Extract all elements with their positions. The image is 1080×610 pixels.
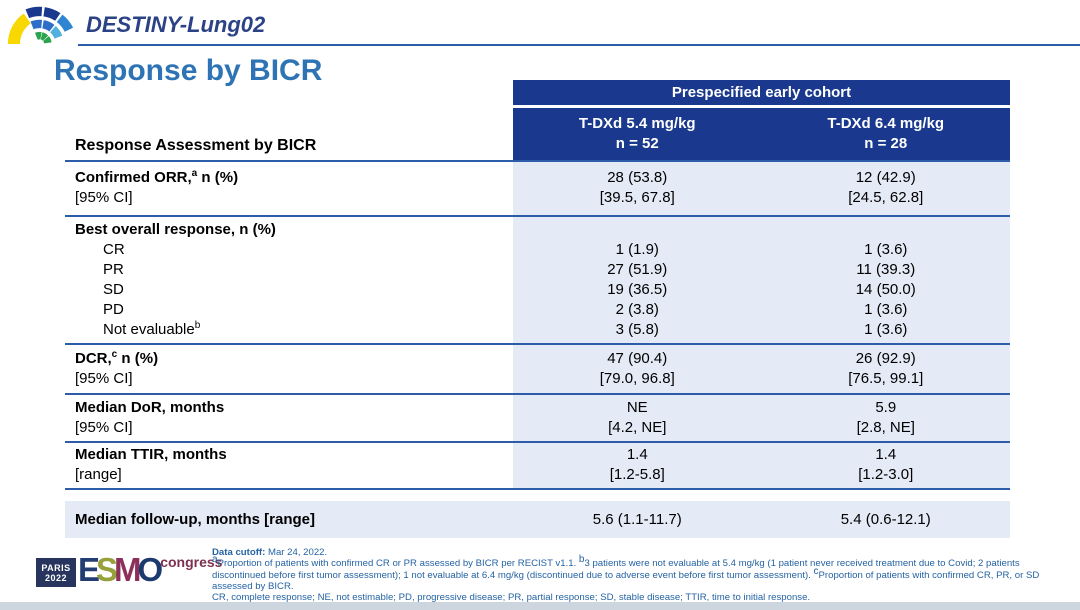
cell-ttir-64: 1.4 [1.2-3.0] <box>761 443 1010 488</box>
footnote-paragraph: aProportion of patients with confirmed C… <box>212 554 1040 592</box>
row-label: Median DoR, months [95% CI] <box>65 395 513 441</box>
banner-divider <box>78 44 1080 46</box>
row-label-ci: [95% CI] <box>75 370 133 387</box>
study-name: DESTINY-Lung02 <box>86 12 266 37</box>
page-title: Response by BICR <box>54 54 323 87</box>
abbreviations-line: CR, complete response; NE, not estimable… <box>212 592 811 604</box>
column-header-row: Response Assessment by BICR T-DXd 5.4 mg… <box>65 108 1010 160</box>
bottom-edge-strip <box>0 602 1080 610</box>
cell-bor-54: 1 (1.9) 27 (51.9) 19 (36.5) 2 (3.8) 3 (5… <box>513 217 762 343</box>
response-table: Prespecified early cohort Response Asses… <box>65 80 1010 538</box>
cohort-header-cell: Prespecified early cohort <box>513 80 1010 105</box>
row-label-main: DCR,c n (%) <box>75 349 159 368</box>
row-label: DCR,c n (%) [95% CI] <box>65 345 513 393</box>
table-section-gap <box>65 490 1010 501</box>
table-row-ttir: Median TTIR, months [range] 1.4 [1.2-5.8]… <box>65 441 1010 490</box>
esmo-letter: E <box>78 551 100 588</box>
bor-item-label: PR <box>103 261 124 278</box>
row-label-main: Median TTIR, months <box>75 446 227 463</box>
cell-followup-64: 5.4 (0.6-12.1) <box>840 510 931 528</box>
row-label: Best overall response, n (%) CR PR SD PD… <box>65 217 513 343</box>
row-label-range: [range] <box>75 466 122 483</box>
logo-year: 2022 <box>44 572 68 583</box>
bor-item-label: PD <box>103 301 124 318</box>
esmo-wordmark: ESMO <box>78 551 164 588</box>
bor-item-label: CR <box>103 241 125 258</box>
table-row-dcr: DCR,c n (%) [95% CI] 47 (90.4) [79.0, 96.… <box>65 343 1010 393</box>
row-label-main: Best overall response, n (%) <box>75 221 276 238</box>
cell-dcr-54: 47 (90.4) [79.0, 96.8] <box>513 345 762 393</box>
cell-orr-54: 28 (53.8) [39.5, 67.8] <box>513 162 762 215</box>
row-label: Confirmed ORR,a n (%) [95% CI] <box>65 162 513 215</box>
esmo-letter: M <box>114 551 141 588</box>
congress-fan-logo-icon <box>7 6 74 44</box>
row-label-ci: [95% CI] <box>75 189 133 206</box>
table-row-dor: Median DoR, months [95% CI] NE [4.2, NE] … <box>65 393 1010 441</box>
cell-followup-54: 5.6 (1.1-11.7) <box>592 510 682 528</box>
table-row-followup: Median follow-up, months [range] 5.6 (1.… <box>65 501 1010 538</box>
column-header-64: T-DXd 6.4 mg/kg n = 28 <box>761 108 1010 160</box>
column-name: T-DXd 6.4 mg/kg <box>827 115 945 132</box>
congress-label: congress <box>160 554 223 570</box>
footnotes: Data cutoff: Mar 24, 2022. aProportion o… <box>212 547 1058 603</box>
row-label-main: Median follow-up, months [range] <box>75 510 315 528</box>
cell-ttir-54: 1.4 [1.2-5.8] <box>513 443 762 488</box>
paris-2022-badge: PARIS 2022 <box>36 558 76 587</box>
column-name: T-DXd 5.4 mg/kg <box>578 115 696 132</box>
column-header-54: T-DXd 5.4 mg/kg n = 52 <box>513 108 762 160</box>
data-cutoff-line: Data cutoff: Mar 24, 2022. <box>212 547 328 558</box>
table-row-bor: Best overall response, n (%) CR PR SD PD… <box>65 215 1010 343</box>
bor-item-label: SD <box>103 281 124 298</box>
column-n: n = 28 <box>864 135 908 152</box>
row-label-main: Median DoR, months <box>75 399 225 416</box>
row-label-main: Confirmed ORR,a n (%) <box>75 168 239 187</box>
row-header-cell: Response Assessment by BICR <box>75 137 317 154</box>
row-label: Median TTIR, months [range] <box>65 443 513 488</box>
column-n: n = 52 <box>615 135 659 152</box>
row-label-ci: [95% CI] <box>75 419 133 436</box>
logo-city: PARIS <box>41 562 71 573</box>
cell-dor-64: 5.9 [2.8, NE] <box>761 395 1010 441</box>
esmo-letter: S <box>96 551 118 588</box>
esmo-congress-logo: PARIS 2022 ESMO congress <box>36 553 222 587</box>
cell-orr-64: 12 (42.9) [24.5, 62.8] <box>761 162 1010 215</box>
cell-dcr-64: 26 (92.9) [76.5, 99.1] <box>761 345 1010 393</box>
esmo-letter: O <box>137 551 164 588</box>
cell-dor-54: NE [4.2, NE] <box>513 395 762 441</box>
cell-bor-64: 1 (3.6) 11 (39.3) 14 (50.0) 1 (3.6) 1 (3… <box>761 217 1010 343</box>
bor-item-label: Not evaluableb <box>103 320 201 339</box>
table-row-orr: Confirmed ORR,a n (%) [95% CI] 28 (53.8)… <box>65 160 1010 215</box>
